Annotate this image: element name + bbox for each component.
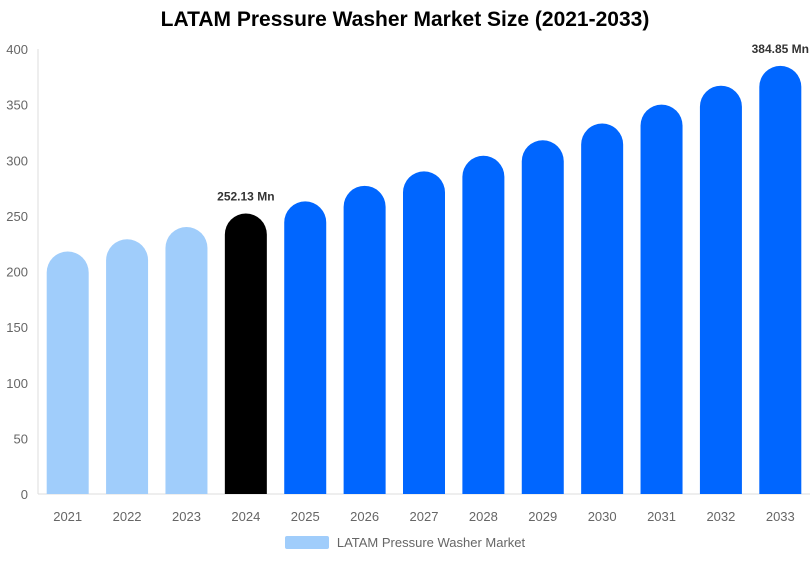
bar-2033 [759, 65, 802, 495]
x-tick-label: 2033 [766, 509, 795, 524]
legend: LATAM Pressure Washer Market [0, 535, 810, 550]
x-tick-label: 2022 [113, 509, 142, 524]
bar-2027 [403, 171, 445, 494]
y-tick-label: 200 [6, 265, 28, 280]
x-tick-label: 2023 [172, 509, 201, 524]
data-label-2024: 252.13 Mn [217, 190, 274, 204]
bar-2023 [165, 227, 208, 494]
bar-2025 [284, 201, 327, 494]
x-tick-label: 2025 [291, 509, 320, 524]
bar-2032 [699, 85, 742, 495]
legend-swatch [284, 536, 329, 549]
bar-chart: 0 50 100 150 200 250 300 350 400 2021 2022 2023 2024… [6, 42, 810, 524]
x-tick-label: 2031 [647, 509, 676, 524]
y-tick-label: 350 [6, 98, 28, 113]
y-tick-label: 50 [14, 431, 28, 446]
x-tick-label: 2021 [53, 509, 82, 524]
y-tick-label: 400 [6, 42, 28, 57]
y-tick-label: 100 [6, 376, 28, 391]
bar-2029 [521, 140, 564, 494]
y-tick-label: 150 [6, 320, 28, 335]
y-tick-label: 0 [21, 487, 28, 502]
y-tick-label: 250 [6, 209, 28, 224]
x-tick-label: 2028 [469, 509, 498, 524]
data-label-2033: 384.85 Mn [752, 42, 809, 56]
x-tick-label: 2027 [410, 509, 439, 524]
x-tick-label: 2032 [706, 509, 735, 524]
bar-2030 [581, 123, 624, 495]
x-tick-label: 2030 [588, 509, 617, 524]
bar-2031 [640, 104, 683, 494]
x-tick-label: 2026 [350, 509, 379, 524]
legend-label: LATAM Pressure Washer Market [336, 535, 526, 550]
bar-2028 [462, 155, 505, 494]
x-tick-label: 2029 [528, 509, 557, 524]
bar-2026 [343, 185, 386, 494]
bar-2024 [224, 213, 267, 494]
chart-title: LATAM Pressure Washer Market Size (2021-… [160, 8, 650, 31]
bar-2021 [46, 251, 89, 494]
x-tick-label: 2024 [231, 509, 260, 524]
y-tick-label: 300 [6, 153, 28, 168]
bar-2022 [106, 239, 149, 494]
